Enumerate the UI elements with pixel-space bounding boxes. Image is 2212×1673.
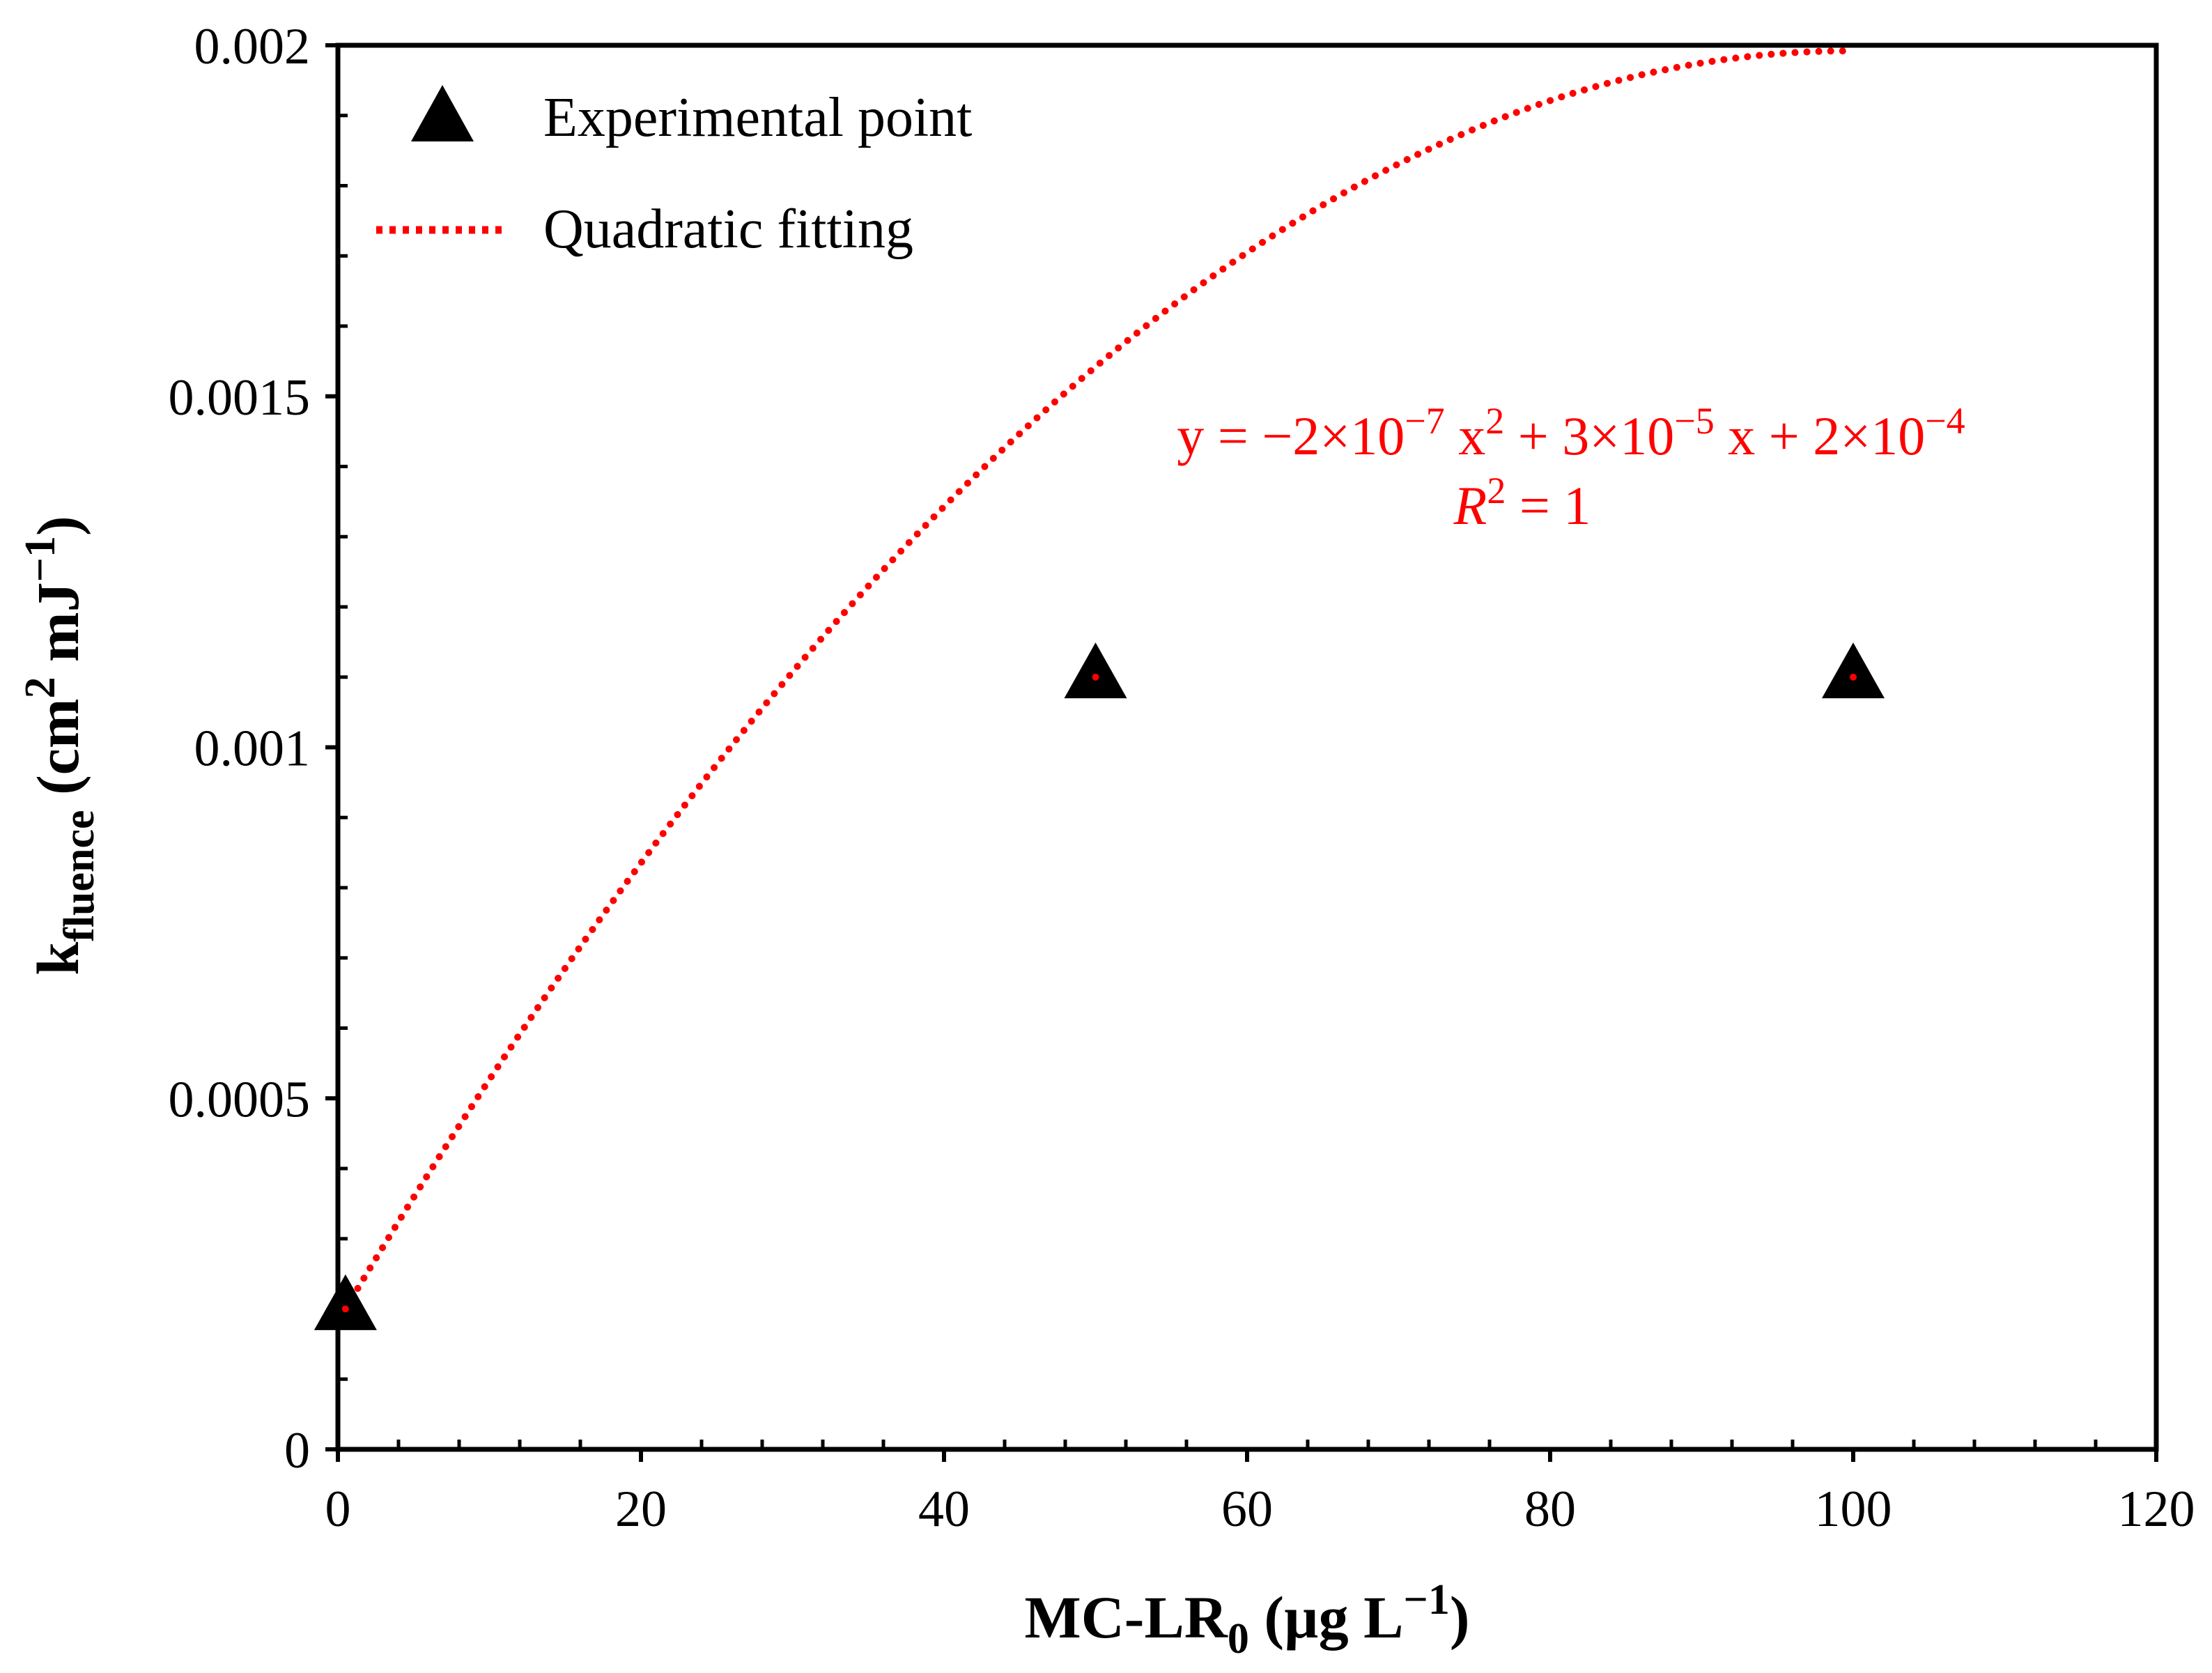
fit-r-squared: R2 = 1 bbox=[1453, 470, 1591, 536]
data-point-fit-dot bbox=[1850, 673, 1857, 681]
points-layer bbox=[314, 642, 1885, 1330]
fit-layer bbox=[341, 47, 1857, 1313]
data-point-triangle bbox=[314, 1274, 377, 1330]
fit-equation: y = −2×10−7 x2 + 3×10−5 x + 2×10−4 bbox=[1177, 400, 1965, 466]
x-tick-label: 120 bbox=[2118, 1481, 2195, 1538]
legend-label-experimental: Experimental point bbox=[543, 87, 972, 148]
y-axis-title: kfluence (cm2 mJ−1) bbox=[17, 516, 103, 975]
x-tick-label: 0 bbox=[325, 1481, 351, 1538]
fit-curve bbox=[341, 47, 1857, 1313]
y-tick-label: 0.001 bbox=[194, 720, 311, 778]
y-tick-labels: 0 0.0005 0.001 0.0015 0.002 bbox=[169, 18, 311, 1479]
x-tick-label: 80 bbox=[1524, 1481, 1576, 1538]
y-tick-label: 0.0005 bbox=[169, 1071, 311, 1128]
x-tick-labels: 0 20 40 60 80 100 120 bbox=[325, 1481, 2195, 1538]
x-axis-title: MC-LR0 (µg L−1) bbox=[1025, 1576, 1470, 1663]
x-tick-label: 100 bbox=[1815, 1481, 1892, 1538]
major-ticks bbox=[325, 43, 2158, 1462]
y-tick-label: 0.002 bbox=[194, 18, 311, 75]
legend-label-quadratic: Quadratic fitting bbox=[543, 199, 913, 260]
x-tick-label: 20 bbox=[615, 1481, 667, 1538]
data-point-triangle bbox=[1064, 642, 1127, 699]
legend: Experimental point Quadratic fitting bbox=[376, 85, 972, 260]
x-tick-label: 60 bbox=[1221, 1481, 1273, 1538]
x-tick-label: 40 bbox=[918, 1481, 970, 1538]
y-tick-label: 0.0015 bbox=[169, 369, 311, 426]
data-point-fit-dot bbox=[341, 1305, 349, 1313]
minor-ticks bbox=[338, 114, 2098, 1449]
legend-triangle-marker bbox=[411, 85, 474, 141]
y-tick-label: 0 bbox=[284, 1422, 310, 1479]
data-point-triangle bbox=[1822, 642, 1885, 699]
data-point-fit-dot bbox=[1092, 673, 1099, 681]
